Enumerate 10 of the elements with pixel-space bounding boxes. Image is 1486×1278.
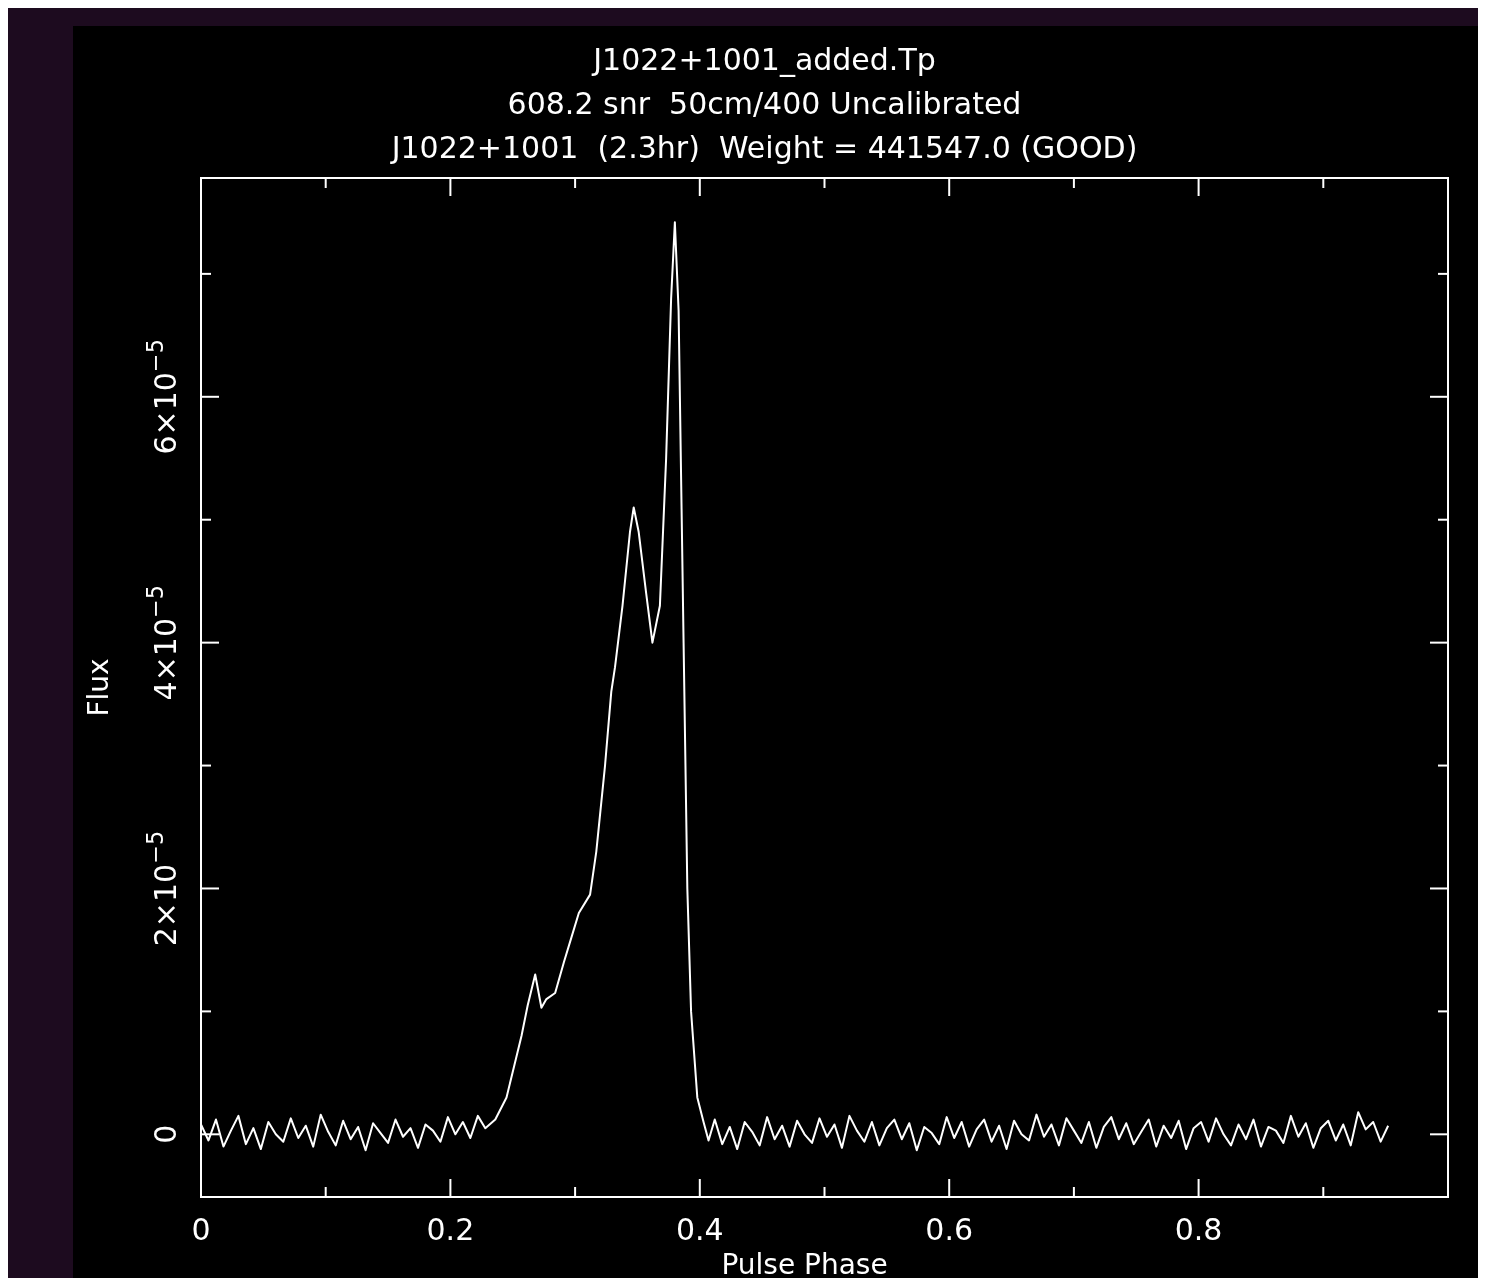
x-tick-label: 0 (191, 1212, 211, 1247)
x-tick-label: 0.8 (1174, 1212, 1223, 1247)
chart-subtitle: 608.2 snr 50cm/400 Uncalibrated J1022+1001 (2.3hr) Weight = 441547.0 (GOOD) (389, 86, 1138, 165)
y-axis-title: Flux (82, 658, 115, 717)
chart-title: J1022+1001_added.Tp (591, 42, 936, 77)
x-tick-label: 0.2 (426, 1212, 475, 1247)
x-tick-label: 0.6 (925, 1212, 974, 1247)
x-axis-title: Pulse Phase (721, 1248, 888, 1278)
y-tick-label: 0 (148, 1124, 183, 1144)
x-tick-label: 0.4 (675, 1212, 724, 1247)
